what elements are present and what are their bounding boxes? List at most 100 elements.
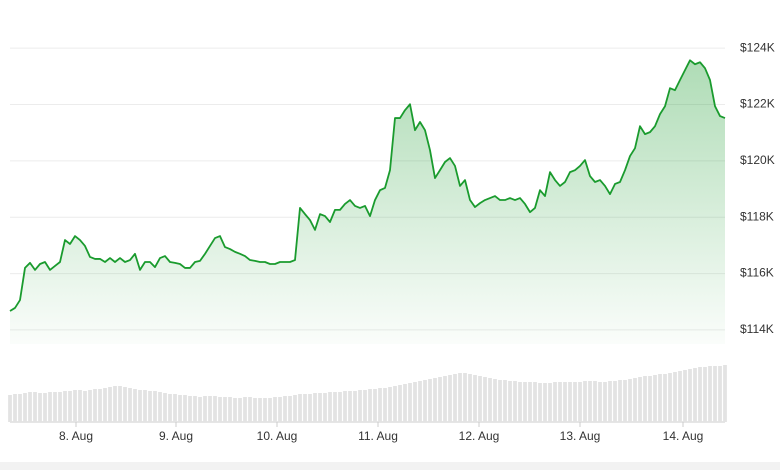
- x-tick-label: 13. Aug: [560, 429, 601, 443]
- volume-bar: [148, 391, 152, 422]
- volume-bar: [273, 397, 277, 422]
- volume-bar: [248, 397, 252, 422]
- volume-bar: [368, 389, 372, 422]
- volume-bar: [43, 393, 47, 422]
- volume-bar: [178, 395, 182, 422]
- volume-bar: [188, 396, 192, 422]
- volume-bar: [458, 373, 462, 422]
- x-tick-label: 12. Aug: [459, 429, 500, 443]
- volume-bar: [263, 398, 267, 422]
- volume-bar: [48, 392, 52, 422]
- volume-bar: [493, 379, 497, 422]
- volume-bar: [133, 389, 137, 422]
- volume-bar: [523, 382, 527, 422]
- volume-bar: [483, 377, 487, 422]
- volume-bar: [433, 378, 437, 422]
- volume-bar: [598, 382, 602, 422]
- volume-bar: [668, 373, 672, 422]
- volume-bar: [398, 385, 402, 422]
- volume-bar: [278, 397, 282, 422]
- volume-bar: [438, 377, 442, 422]
- volume-bar: [388, 387, 392, 422]
- volume-bar: [183, 395, 187, 422]
- price-line: [9, 59, 726, 312]
- volume-bar: [38, 393, 42, 422]
- volume-bar: [93, 389, 97, 422]
- volume-bar: [713, 366, 717, 422]
- volume-bar: [413, 382, 417, 422]
- x-tick-label: 11. Aug: [358, 429, 398, 443]
- volume-bar: [193, 396, 197, 422]
- volume-bar: [378, 388, 382, 422]
- volume-bar: [313, 393, 317, 422]
- volume-bar: [303, 394, 307, 422]
- volume-bar: [348, 391, 352, 422]
- volume-bar: [498, 380, 502, 422]
- volume-bar: [583, 381, 587, 422]
- volume-bar: [688, 369, 692, 422]
- volume-bar: [553, 382, 557, 422]
- volume-bar: [673, 372, 677, 422]
- volume-bar: [163, 393, 167, 422]
- y-tick-label: $124K: [740, 40, 775, 54]
- volume-bar: [648, 376, 652, 422]
- volume-bar: [293, 395, 297, 422]
- volume-bar: [98, 389, 102, 422]
- volume-bar: [418, 381, 422, 422]
- volume-bar: [198, 397, 202, 422]
- volume-bar: [323, 393, 327, 422]
- volume-bar: [33, 392, 37, 422]
- volume-bar: [608, 381, 612, 422]
- volume-bar: [518, 382, 522, 422]
- volume-bar: [383, 388, 387, 422]
- volume-bar: [428, 379, 432, 422]
- y-tick-label: $114K: [740, 322, 774, 336]
- volume-bar: [68, 391, 72, 422]
- volume-bar: [603, 382, 607, 422]
- volume-bar: [618, 380, 622, 422]
- volume-bar: [373, 389, 377, 422]
- volume-bar: [593, 381, 597, 422]
- volume-bar: [508, 381, 512, 422]
- volume-bar: [318, 393, 322, 422]
- x-tick-label: 8. Aug: [59, 429, 93, 443]
- volume-bar: [208, 396, 212, 422]
- volume-bar: [693, 368, 697, 422]
- volume-bar: [468, 374, 472, 422]
- volume-bar: [108, 387, 112, 422]
- volume-bar: [298, 394, 302, 422]
- volume-bar: [558, 382, 562, 422]
- volume-bar: [168, 394, 172, 422]
- volume-bar: [703, 367, 707, 422]
- volume-bar: [268, 398, 272, 422]
- volume-bar: [243, 397, 247, 422]
- volume-bar: [613, 381, 617, 422]
- volume-bar: [173, 394, 177, 422]
- volume-bar: [503, 380, 507, 422]
- volume-bar: [443, 376, 447, 422]
- price-area: [10, 60, 725, 344]
- volume-bar: [63, 391, 67, 422]
- volume-bar: [53, 392, 57, 422]
- volume-bar: [573, 382, 577, 422]
- volume-bar: [663, 374, 667, 422]
- volume-bar: [153, 391, 157, 422]
- volume-bar: [568, 382, 572, 422]
- volume-bar: [333, 392, 337, 422]
- volume-bar: [158, 392, 162, 422]
- volume-bar: [533, 382, 537, 422]
- volume-bar: [653, 375, 657, 422]
- volume-bar: [448, 375, 452, 422]
- volume-bar: [478, 376, 482, 422]
- y-tick-label: $122K: [740, 97, 775, 111]
- volume-bar: [13, 394, 17, 422]
- volume-bar: [393, 386, 397, 422]
- volume-bar: [408, 383, 412, 422]
- volume-bar: [488, 378, 492, 422]
- volume-bar: [623, 380, 627, 422]
- volume-bar: [538, 383, 542, 422]
- volume-bar: [143, 390, 147, 422]
- volume-bar: [88, 390, 92, 422]
- volume-bar: [23, 393, 27, 422]
- volume-bar: [128, 388, 132, 422]
